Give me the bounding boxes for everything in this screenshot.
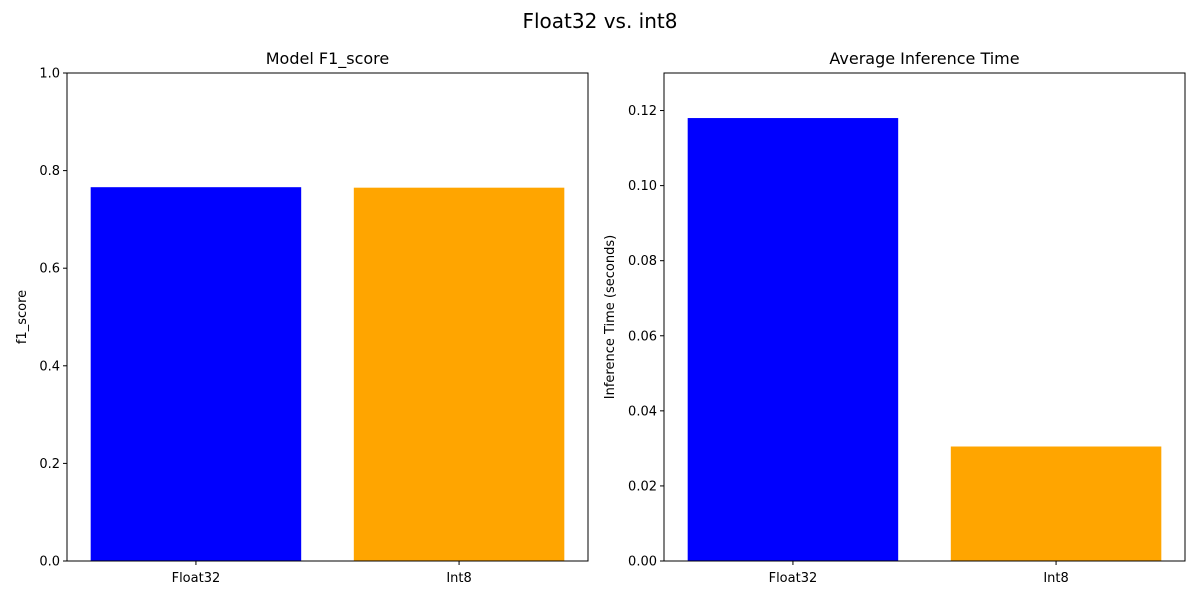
f1-ytick-label: 0.6 — [39, 262, 60, 277]
f1-axes-frame — [66, 72, 589, 562]
f1-chart-title: Model F1_score — [266, 49, 390, 69]
f1-y-axis-label: f1_score — [15, 290, 30, 344]
f1-ytick-label: 0.4 — [39, 359, 60, 374]
time-ytick-label: 0.12 — [628, 104, 657, 119]
time-bar-int8 — [950, 446, 1162, 561]
time-axes-frame — [663, 72, 1186, 562]
time-chart-title: Average Inference Time — [829, 49, 1019, 68]
inference-time-chart: 0.00 0.02 0.04 0.06 0.08 0.10 0.12 Float32 Int8 A… — [603, 49, 1186, 586]
f1-xtick-label: Float32 — [172, 571, 221, 586]
f1-score-chart: 0.0 0.2 0.4 0.6 0.8 1.0 Float32 Int8 Model F1_sc… — [15, 49, 589, 586]
time-y-axis-label: Inference Time (seconds) — [603, 235, 618, 399]
time-xtick-label: Int8 — [1043, 571, 1068, 586]
f1-ytick-label: 0.8 — [39, 164, 60, 179]
time-ytick-label: 0.02 — [628, 479, 657, 494]
f1-ytick-label: 0.2 — [39, 457, 60, 472]
time-xtick-label: Float32 — [769, 571, 818, 586]
f1-bar-float32 — [90, 187, 302, 561]
f1-bar-int8 — [353, 187, 565, 561]
f1-ytick-label: 0.0 — [39, 555, 60, 570]
time-ytick-label: 0.10 — [628, 179, 657, 194]
f1-xtick-label: Int8 — [446, 571, 471, 586]
time-ytick-label: 0.08 — [628, 254, 657, 269]
f1-ytick-label: 1.0 — [39, 67, 60, 82]
time-ytick-label: 0.04 — [628, 404, 657, 419]
time-bar-float32 — [687, 118, 899, 562]
figure-title: Float32 vs. int8 — [523, 9, 678, 33]
time-ytick-label: 0.00 — [628, 555, 657, 570]
time-ytick-label: 0.06 — [628, 329, 657, 344]
